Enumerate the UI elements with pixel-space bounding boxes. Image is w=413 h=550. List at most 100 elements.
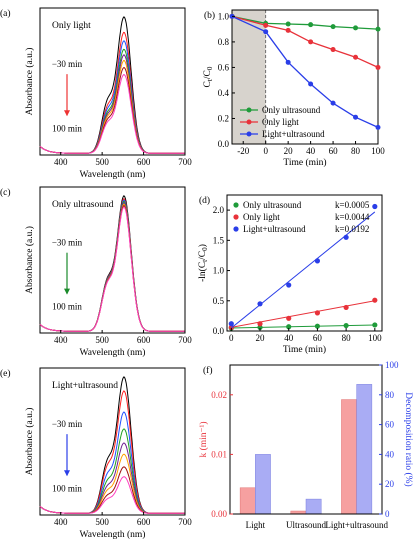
legend-marker — [233, 202, 239, 208]
data-point — [285, 27, 291, 33]
y-tick-label-right: 40 — [385, 449, 395, 459]
data-point — [330, 24, 336, 30]
arrow-end-label: 100 min — [52, 483, 82, 493]
x-axis-label: Wavelength (nm) — [80, 169, 146, 180]
legend-label: Only ultrasound — [262, 105, 321, 115]
arrow-start-label: −30 min — [52, 59, 83, 69]
fit-line — [231, 324, 375, 329]
x-tick-label: 80 — [342, 333, 352, 343]
x-tick-label: 700 — [178, 157, 192, 167]
panel-letter: (f) — [203, 365, 213, 376]
plot-frame — [39, 7, 186, 156]
panel-b: -20 0 20 40 60 80 100 0.0 0.2 0.4 0.6 0.8 1.0 Time (m… — [204, 9, 385, 168]
y-tick-label-right: 80 — [385, 390, 395, 400]
x-tick-label: 700 — [178, 335, 192, 345]
time-arrow-head — [64, 470, 70, 477]
data-point — [372, 203, 378, 210]
panel-c: 400 500 600 700 Wavelength (nm) Absorbance (a… — [0, 186, 192, 358]
spectrum-line — [39, 206, 185, 332]
data-point — [286, 315, 292, 321]
fit-line — [231, 300, 375, 328]
legend-label: Only light — [243, 212, 280, 222]
x-tick-label: 0 — [229, 333, 234, 343]
x-axis-label: Wavelength (nm) — [80, 529, 146, 540]
y-tick-label-left: 0.02 — [211, 390, 227, 400]
spectrum-line — [39, 428, 185, 514]
x-tick-label: 600 — [137, 335, 151, 345]
y-tick-label-left: 0.01 — [211, 449, 227, 459]
x-tick-label: 20 — [284, 146, 294, 156]
spectrum-line — [39, 74, 185, 154]
arrow-end-label: 100 min — [52, 302, 82, 312]
plot-frame — [226, 194, 383, 332]
data-point — [286, 324, 292, 330]
y-tick-label: 1.0 — [218, 11, 230, 21]
data-point — [314, 323, 321, 329]
plot-frame — [231, 9, 379, 145]
y-tick-label: 2.0 — [213, 205, 225, 215]
data-point — [353, 114, 359, 120]
panel-letter: (d) — [199, 195, 210, 206]
arrow-start-label: −30 min — [52, 419, 83, 429]
y-tick-label: 0.8 — [218, 37, 230, 47]
x-tick-label: 600 — [137, 517, 151, 527]
y-axis-label-right: Decomposition ratio (%) — [403, 392, 413, 486]
x-tick-label: 0 — [263, 146, 268, 156]
legend-label: Light+ultrasound — [262, 129, 325, 139]
fit-line — [230, 211, 376, 329]
data-point — [285, 59, 291, 65]
plot-frame — [39, 367, 186, 516]
y-tick-label-right: 20 — [385, 479, 395, 489]
y-axis-label: Absorbance (a.u.) — [24, 408, 35, 476]
legend-marker — [233, 214, 239, 220]
y-tick-label: 0.0 — [213, 326, 225, 336]
spectrum-line — [39, 390, 185, 514]
plot-frame — [39, 186, 186, 334]
x-axis-label: Time (min) — [283, 157, 326, 168]
x-tick-label: 100 — [371, 146, 385, 156]
x-tick-label: 100 — [368, 333, 382, 343]
data-point — [353, 54, 359, 60]
data-point — [286, 282, 292, 288]
data-point — [308, 22, 314, 28]
legend-k-value: k=0.0005 — [335, 200, 370, 210]
panel-annotation: Only ultrasound — [52, 200, 114, 210]
time-arrow-head — [64, 288, 70, 295]
x-tick-label: 400 — [54, 335, 68, 345]
time-arrow-head — [64, 110, 70, 117]
data-point — [228, 321, 234, 327]
data-point — [343, 304, 349, 311]
legend-label: Only light — [262, 117, 299, 127]
data-point — [308, 39, 314, 45]
y-tick-label: 0.0 — [218, 139, 230, 149]
legend-marker — [246, 107, 252, 113]
spectrum-line — [39, 67, 185, 154]
x-tick-label: -20 — [237, 146, 249, 156]
legend-marker — [246, 131, 252, 137]
y-tick-label-right: 0 — [385, 509, 390, 519]
data-point — [375, 26, 381, 32]
category-label: Light — [246, 520, 266, 530]
legend-k-value: k=0.0192 — [335, 224, 369, 234]
panel-letter: (b) — [204, 10, 215, 21]
y-axis-label: Absorbance (a.u.) — [24, 226, 35, 294]
x-tick-label: 400 — [54, 517, 68, 527]
y-tick-label: 0.5 — [213, 296, 225, 306]
data-point — [263, 22, 269, 28]
y-tick-label-right: 100 — [385, 360, 399, 370]
bar-rate-constant — [341, 399, 357, 515]
panel-annotation: Light+ultrasound — [52, 381, 118, 391]
y-axis-label: Absorbance (a.u.) — [24, 48, 35, 116]
y-axis-label: -ln(Ct/C0) — [197, 244, 209, 282]
x-tick-label: 400 — [54, 157, 68, 167]
data-point — [285, 21, 291, 27]
data-point — [375, 64, 381, 70]
x-tick-label: 500 — [95, 517, 109, 527]
y-tick-label: 1.5 — [213, 235, 225, 245]
data-point — [314, 310, 321, 316]
legend-label: Light+ultrasound — [243, 224, 306, 234]
data-point — [353, 25, 359, 31]
arrow-start-label: −30 min — [52, 237, 83, 247]
y-tick-label-left: 0.00 — [211, 509, 227, 519]
